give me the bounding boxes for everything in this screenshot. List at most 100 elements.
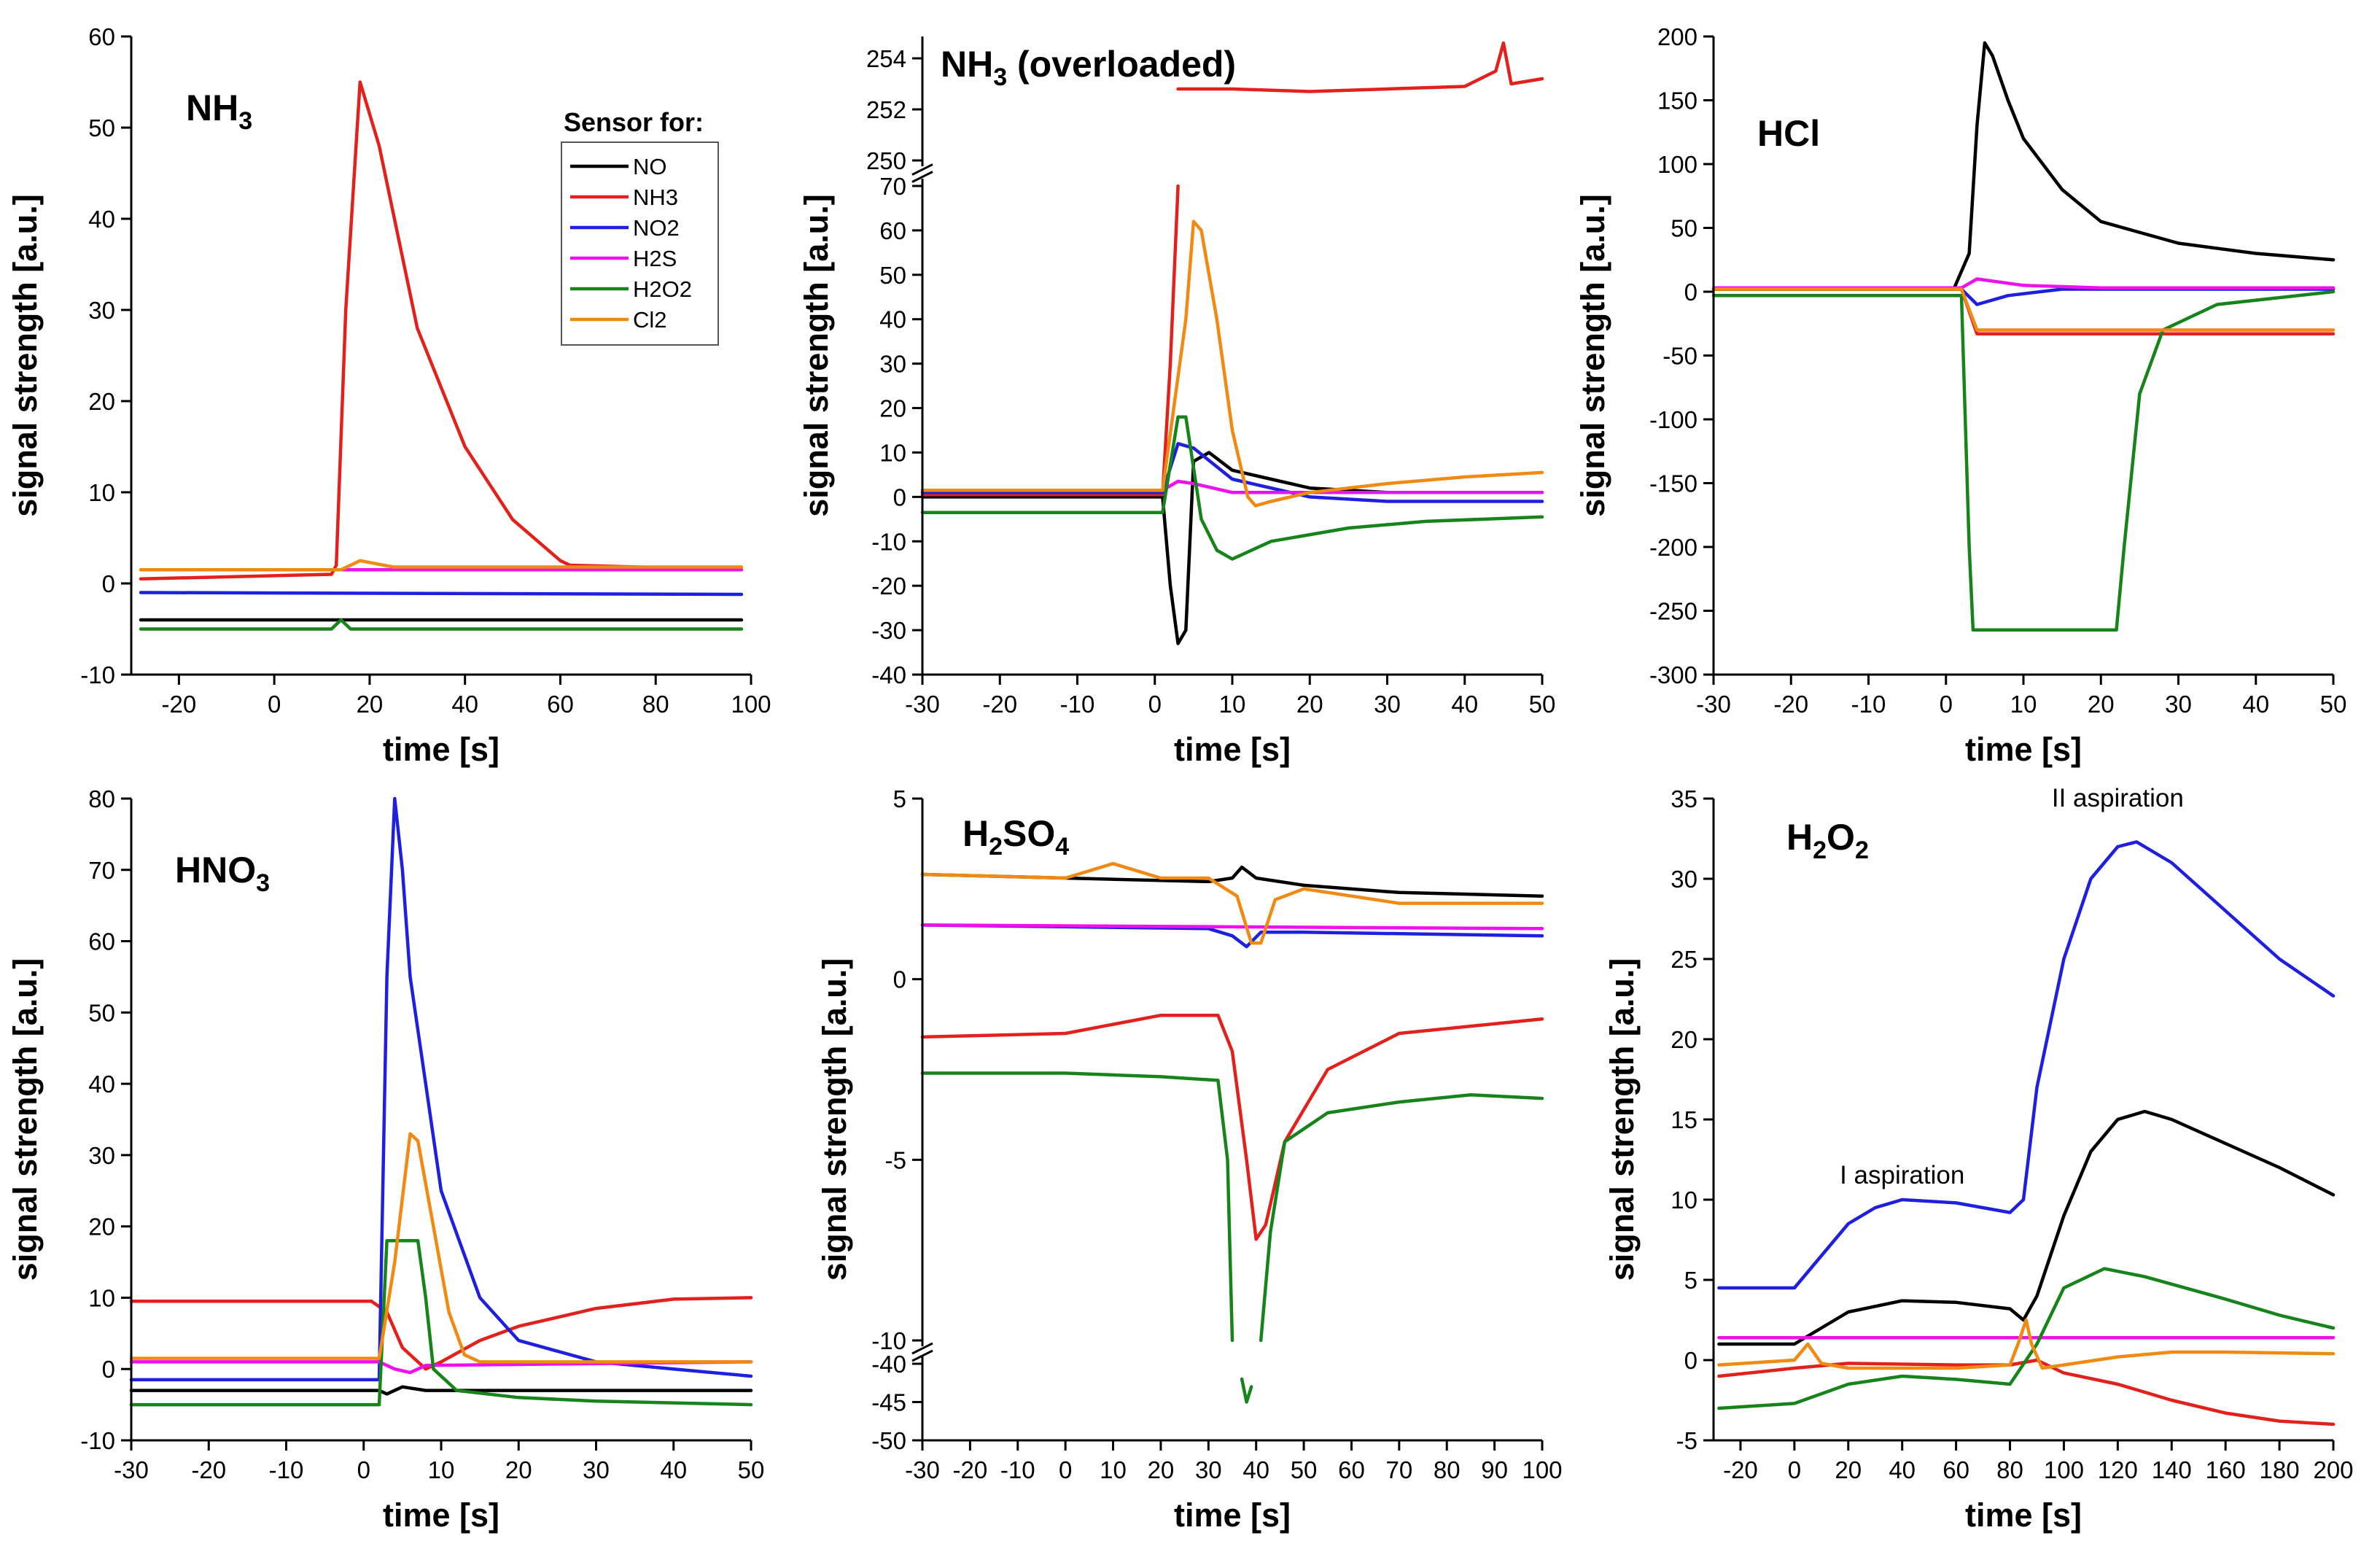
title-subscript: 3 xyxy=(256,869,270,897)
panel-title: HNO3 xyxy=(175,850,270,897)
x-tick-label: 0 xyxy=(357,1456,370,1483)
panel-title: H2O2 xyxy=(1786,817,1869,864)
y-tick-label: -50 xyxy=(871,1427,906,1454)
series-cl2-line xyxy=(920,861,1544,945)
x-tick-label: 50 xyxy=(2320,691,2347,718)
series-no2-line xyxy=(139,591,744,597)
y-tick-label: -250 xyxy=(1649,598,1698,625)
x-tick-label: 20 xyxy=(357,691,384,718)
series-no2-line xyxy=(1717,840,2336,1290)
y-tick-label: 20 xyxy=(88,1214,115,1241)
y-tick-label: 200 xyxy=(1657,23,1698,50)
series-cl2-line xyxy=(1717,1318,2336,1370)
x-tick-label: 100 xyxy=(731,691,771,718)
x-tick-label: 40 xyxy=(1451,691,1478,718)
title-main: H xyxy=(1786,817,1813,858)
title-main: HNO xyxy=(175,850,256,890)
series-no-line xyxy=(1717,1109,2336,1346)
axis-break-mark xyxy=(911,1349,933,1362)
x-tick-label: -10 xyxy=(1060,691,1095,718)
annotation-label: II aspiration xyxy=(2052,784,2184,812)
series-h2o2-line xyxy=(1717,1267,2336,1410)
x-tick-label: -30 xyxy=(1696,691,1731,718)
title-rest: (overloaded) xyxy=(1007,44,1236,85)
y-tick-label: 5 xyxy=(893,785,906,812)
title-subscript-2: 2 xyxy=(1855,836,1869,864)
legend-label-no: NO xyxy=(633,154,667,179)
title-subscript: 3 xyxy=(993,63,1007,91)
y-tick-label: 30 xyxy=(879,351,906,378)
x-tick-label: 120 xyxy=(2098,1456,2138,1483)
y-tick-label: 15 xyxy=(1671,1106,1698,1133)
x-tick-label: 0 xyxy=(1148,691,1162,718)
title-main: HCl xyxy=(1757,113,1820,154)
title-main: H xyxy=(962,813,989,854)
y-axis-label: signal strength [a.u.] xyxy=(798,194,835,517)
series-cl2-line xyxy=(920,220,1544,508)
y-tick-label: 50 xyxy=(1671,215,1698,242)
title-subscript-2: 4 xyxy=(1055,833,1069,861)
legend-label-no2: NO2 xyxy=(633,215,680,241)
x-tick-label: -20 xyxy=(1723,1456,1758,1483)
y-tick-label: 70 xyxy=(88,857,115,884)
title-rest: SO xyxy=(1003,813,1055,854)
y-tick-label: 20 xyxy=(879,395,906,422)
y-tick-label: -40 xyxy=(871,661,906,688)
y-tick-label: 30 xyxy=(88,297,115,324)
x-tick-label: 160 xyxy=(2206,1456,2246,1483)
axis-break-mark xyxy=(911,163,933,176)
y-tick-label: 250 xyxy=(866,147,906,174)
x-tick-label: -20 xyxy=(191,1456,226,1483)
x-tick-label: 30 xyxy=(2165,691,2192,718)
y-tick-label: 40 xyxy=(879,306,906,333)
y-tick-label: -200 xyxy=(1649,534,1698,561)
y-axis-label: signal strength [a.u.] xyxy=(1574,194,1611,517)
series-h2o2-line xyxy=(139,618,744,631)
legend-label-nh3: NH3 xyxy=(633,185,678,210)
series-nh3-line xyxy=(920,184,1180,497)
series-nh3-upper-line xyxy=(1176,41,1544,93)
y-tick-label: -10 xyxy=(871,528,906,555)
y-tick-label: -300 xyxy=(1649,661,1698,688)
x-tick-label: 30 xyxy=(1374,691,1401,718)
series-no-line xyxy=(920,865,1544,898)
y-tick-label: -40 xyxy=(871,1351,906,1378)
x-tick-label: 90 xyxy=(1481,1456,1508,1483)
series-h2o2-line xyxy=(920,1071,1234,1343)
x-tick-label: 50 xyxy=(1529,691,1556,718)
x-tick-label: 40 xyxy=(2242,691,2269,718)
panel-title: NH3 xyxy=(186,88,252,135)
legend-label-h2o2: H2O2 xyxy=(633,276,692,302)
series-h2s-line xyxy=(1711,277,2336,290)
x-tick-label: 10 xyxy=(1219,691,1246,718)
x-axis-label: time [s] xyxy=(1965,1496,2082,1534)
series-h2o2-line xyxy=(129,1238,753,1407)
y-tick-label: 252 xyxy=(866,96,906,123)
y-tick-label: -45 xyxy=(871,1389,906,1416)
y-tick-label: 0 xyxy=(893,484,906,510)
x-axis-label: time [s] xyxy=(383,1496,499,1534)
title-subscript: 2 xyxy=(989,833,1003,861)
x-tick-label: 100 xyxy=(1522,1456,1562,1483)
y-tick-label: -10 xyxy=(80,1427,115,1454)
x-tick-label: 10 xyxy=(428,1456,455,1483)
y-tick-label: 40 xyxy=(88,1071,115,1098)
x-tick-label: 80 xyxy=(1996,1456,2023,1483)
y-tick-label: 5 xyxy=(1684,1267,1698,1294)
x-tick-label: 20 xyxy=(505,1456,532,1483)
legend-label-cl2: Cl2 xyxy=(633,307,667,333)
series-h2o2-lower-line xyxy=(1240,1377,1253,1404)
x-tick-label: -20 xyxy=(162,691,197,718)
series-h2s-line xyxy=(920,923,1544,931)
series-no-line xyxy=(920,451,1544,645)
y-tick-label: 150 xyxy=(1657,88,1698,114)
x-tick-label: 20 xyxy=(1148,1456,1175,1483)
x-tick-label: 20 xyxy=(1835,1456,1862,1483)
x-tick-label: 20 xyxy=(2088,691,2115,718)
y-tick-label: -100 xyxy=(1649,406,1698,433)
x-tick-label: 70 xyxy=(1385,1456,1412,1483)
series-nh3-line xyxy=(1717,1358,2336,1426)
title-subscript: 2 xyxy=(1813,836,1827,864)
